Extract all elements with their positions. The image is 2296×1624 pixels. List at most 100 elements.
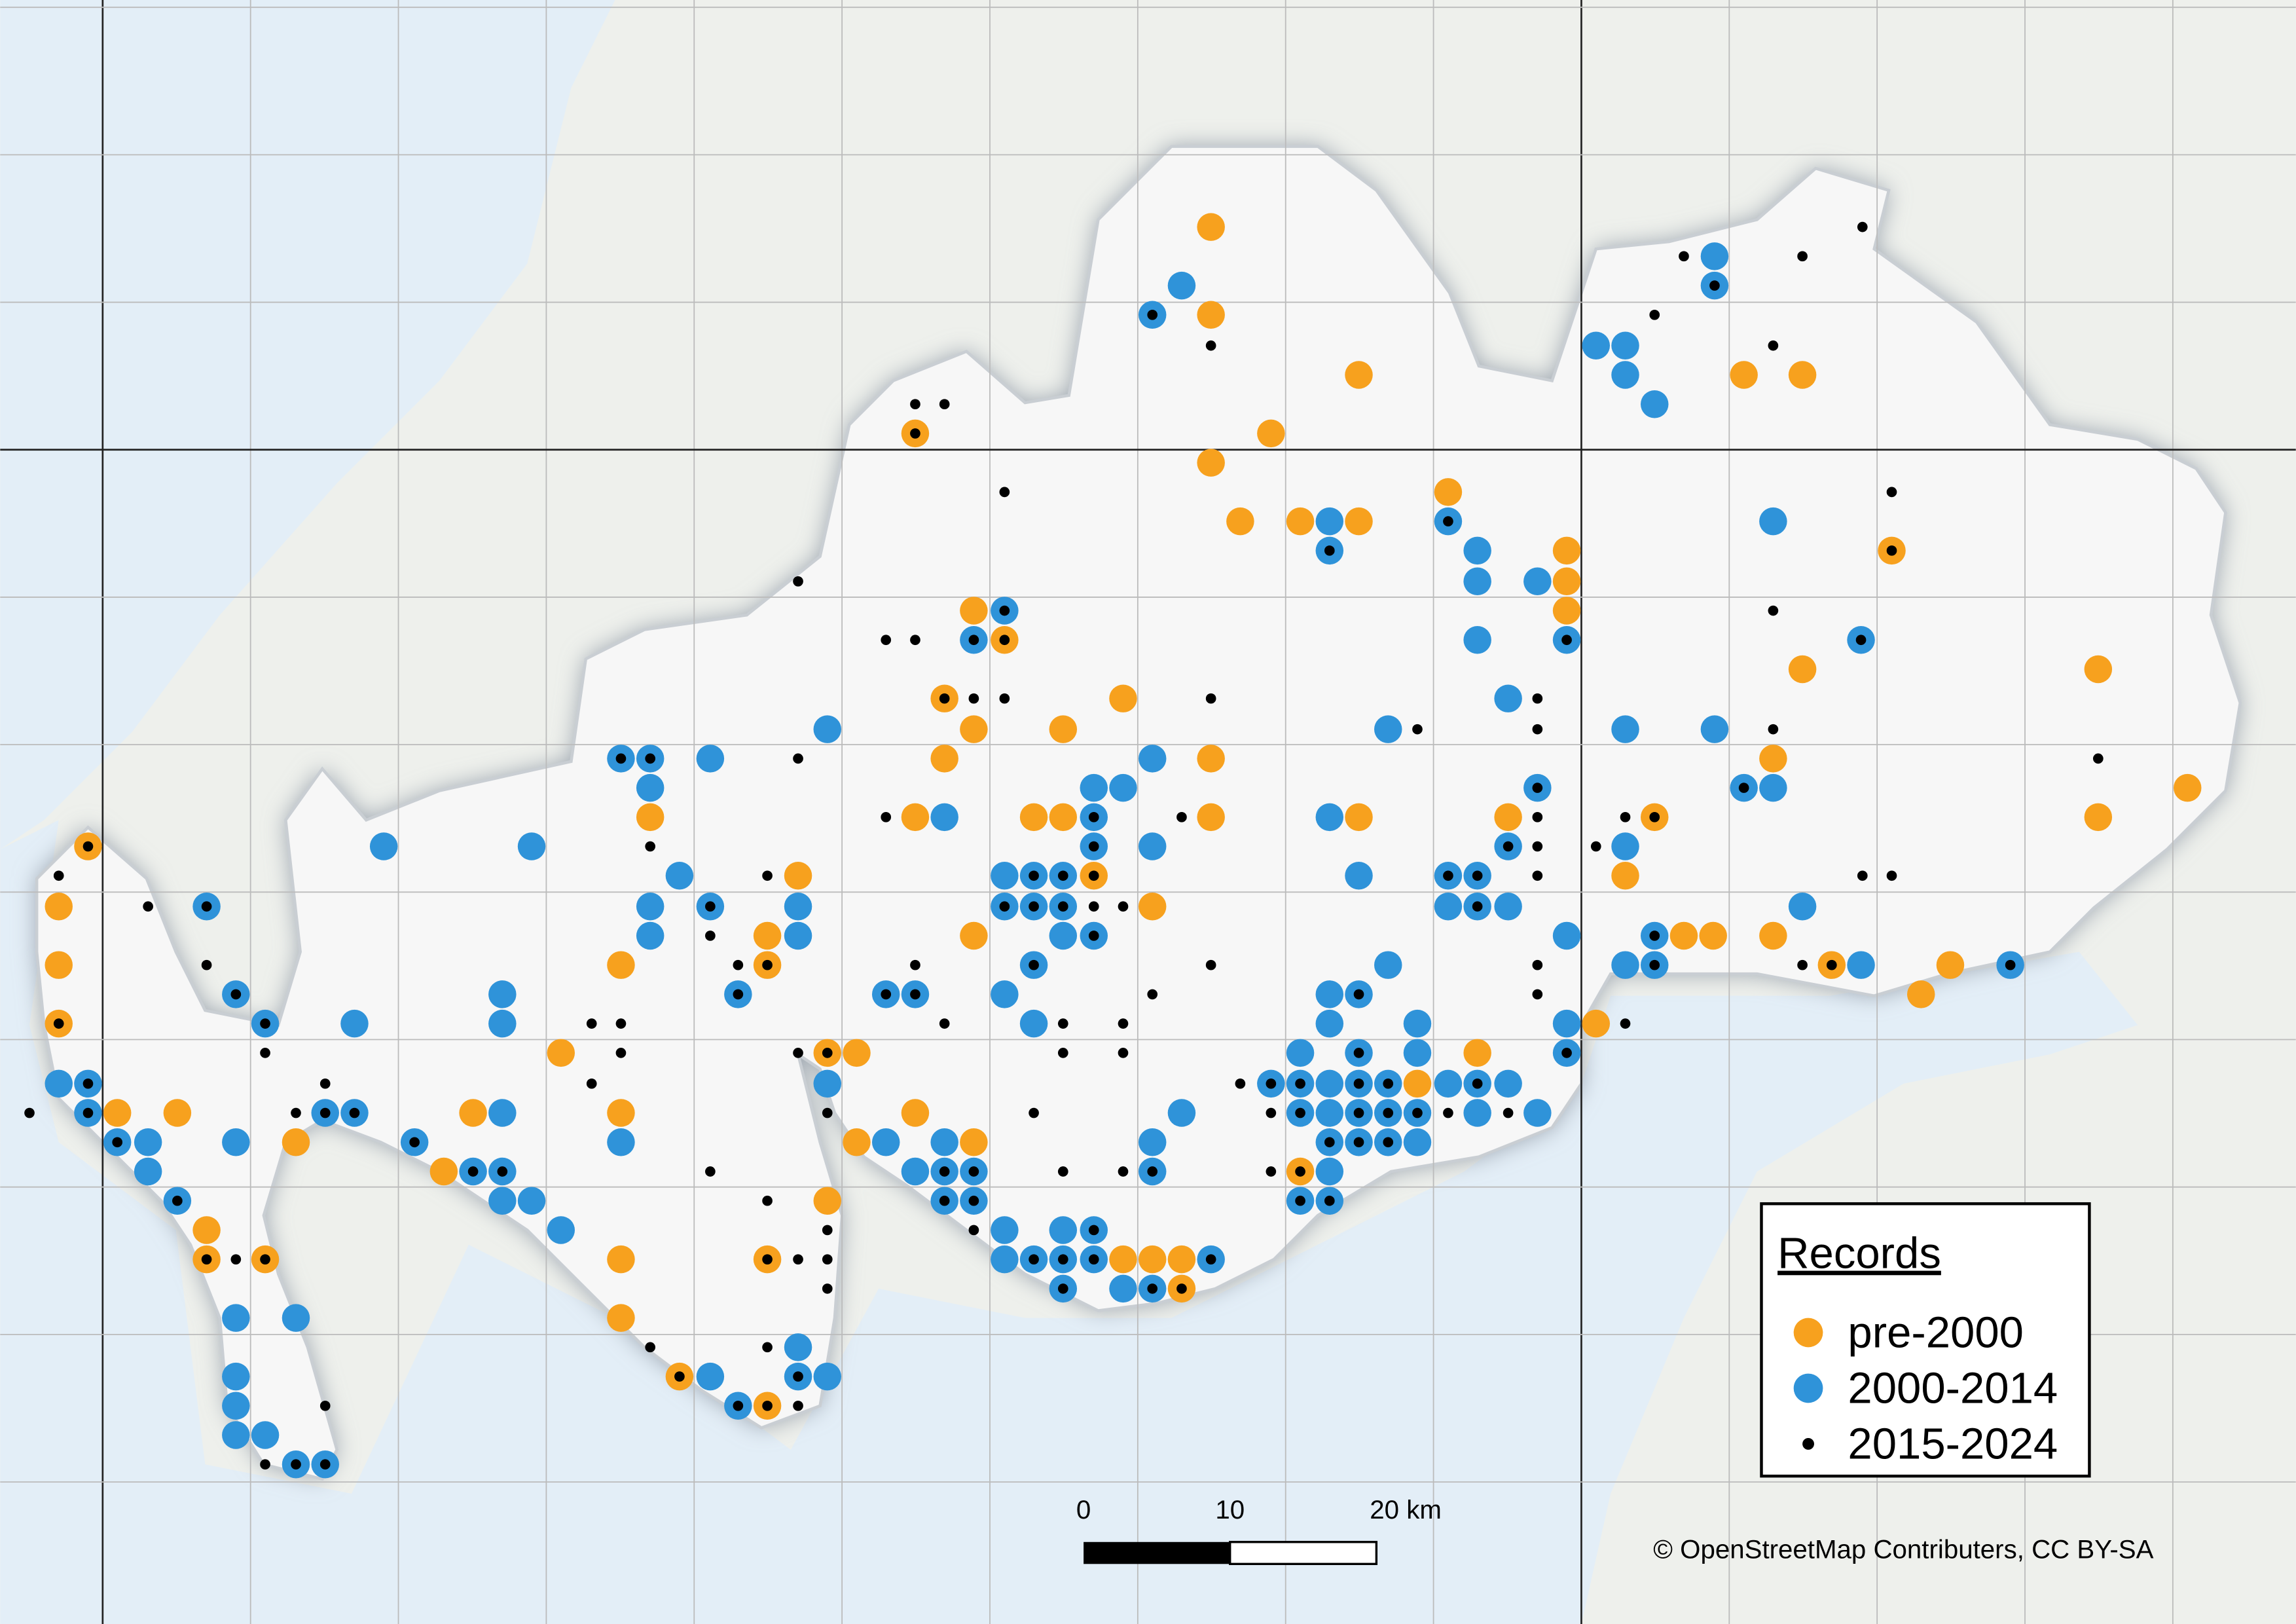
record-pre-2000 (163, 1099, 192, 1127)
record-2015-2024 (1176, 1283, 1187, 1294)
record-pre-2000 (45, 892, 73, 921)
record-2015-2024 (793, 753, 803, 764)
record-2015-2024 (939, 1166, 950, 1177)
record-2000-2014 (1403, 1039, 1432, 1067)
record-2015-2024 (1472, 870, 1483, 881)
record-2015-2024 (1353, 989, 1364, 1000)
record-2015-2024 (1532, 959, 1543, 970)
record-2015-2024 (910, 989, 920, 1000)
record-2015-2024 (733, 1400, 744, 1411)
record-pre-2000 (429, 1157, 458, 1186)
record-2015-2024 (939, 1018, 950, 1029)
record-pre-2000 (1611, 862, 1639, 890)
record-2015-2024 (1532, 724, 1543, 735)
record-2000-2014 (1700, 242, 1729, 270)
legend-title: Records (1777, 1229, 1941, 1278)
record-pre-2000 (45, 951, 73, 979)
record-2015-2024 (1353, 1107, 1364, 1118)
record-2000-2014 (1788, 892, 1817, 921)
legend-swatch (1793, 1318, 1823, 1348)
record-2015-2024 (999, 487, 1010, 498)
record-2015-2024 (733, 989, 744, 1000)
record-2015-2024 (1295, 1195, 1305, 1206)
record-2000-2014 (1523, 1099, 1552, 1127)
record-2000-2014 (1403, 1009, 1432, 1038)
record-pre-2000 (1788, 655, 1817, 684)
record-2015-2024 (793, 576, 803, 587)
record-pre-2000 (1345, 361, 1373, 389)
scale-label: 0 (1076, 1495, 1091, 1524)
record-2015-2024 (24, 1107, 35, 1118)
record-pre-2000 (784, 862, 812, 890)
record-2015-2024 (822, 1254, 833, 1265)
record-2015-2024 (615, 1018, 627, 1029)
record-2000-2014 (1315, 803, 1344, 832)
record-pre-2000 (1788, 361, 1817, 389)
record-2000-2014 (222, 1421, 250, 1449)
record-2000-2014 (1463, 567, 1491, 596)
record-2000-2014 (813, 715, 842, 743)
record-2000-2014 (636, 773, 665, 802)
record-pre-2000 (1759, 921, 1787, 950)
record-pre-2000 (1906, 980, 1935, 1008)
record-2015-2024 (645, 1342, 656, 1353)
record-2015-2024 (1295, 1078, 1305, 1089)
record-2015-2024 (53, 870, 64, 881)
record-2015-2024 (1088, 1254, 1099, 1265)
record-2000-2014 (488, 1009, 517, 1038)
record-pre-2000 (1138, 1245, 1167, 1274)
record-2015-2024 (1118, 901, 1129, 912)
record-2015-2024 (1088, 870, 1099, 881)
record-2015-2024 (291, 1459, 301, 1470)
record-2015-2024 (1266, 1166, 1277, 1177)
record-2015-2024 (674, 1371, 685, 1382)
record-2000-2014 (222, 1392, 250, 1420)
record-pre-2000 (1494, 803, 1522, 832)
record-2015-2024 (1147, 1283, 1158, 1294)
record-2015-2024 (1620, 812, 1631, 822)
record-2000-2014 (1494, 684, 1522, 712)
record-pre-2000 (1197, 745, 1225, 773)
record-2000-2014 (1611, 951, 1639, 979)
record-2000-2014 (1374, 715, 1402, 743)
record-2015-2024 (968, 1166, 979, 1177)
record-pre-2000 (607, 1304, 635, 1332)
record-2015-2024 (1383, 1137, 1394, 1148)
record-2000-2014 (1286, 1039, 1315, 1067)
record-2000-2014 (1049, 921, 1078, 950)
record-2000-2014 (696, 1362, 725, 1391)
record-2015-2024 (910, 428, 920, 439)
record-2015-2024 (172, 1195, 183, 1206)
record-pre-2000 (843, 1128, 871, 1156)
record-2000-2014 (784, 1333, 812, 1361)
record-2000-2014 (1167, 1099, 1196, 1127)
record-2000-2014 (930, 1128, 958, 1156)
record-2000-2014 (251, 1421, 280, 1449)
record-2015-2024 (1147, 309, 1158, 320)
record-pre-2000 (607, 1099, 635, 1127)
record-2015-2024 (705, 1166, 716, 1177)
record-2015-2024 (1561, 1048, 1572, 1058)
record-2015-2024 (1266, 1107, 1277, 1118)
records (24, 213, 2202, 1479)
record-2015-2024 (1205, 340, 1216, 351)
record-2000-2014 (1080, 773, 1108, 802)
record-2000-2014 (488, 1187, 517, 1215)
legend-label: 2015-2024 (1848, 1419, 2058, 1468)
record-2000-2014 (784, 892, 812, 921)
record-2015-2024 (1412, 724, 1423, 735)
record-2015-2024 (705, 931, 716, 941)
record-2015-2024 (1443, 516, 1453, 526)
scale-bar: 0 10 20 km (1076, 1495, 1442, 1565)
record-2000-2014 (1403, 1128, 1432, 1156)
record-pre-2000 (1669, 921, 1698, 950)
record-2015-2024 (1176, 812, 1187, 822)
record-2015-2024 (467, 1166, 479, 1177)
record-2015-2024 (762, 1400, 773, 1411)
record-pre-2000 (1197, 449, 1225, 477)
record-2015-2024 (230, 989, 242, 1000)
record-2015-2024 (1738, 783, 1749, 793)
record-2015-2024 (1532, 693, 1543, 704)
record-2000-2014 (340, 1009, 369, 1038)
record-2015-2024 (1057, 1166, 1068, 1177)
